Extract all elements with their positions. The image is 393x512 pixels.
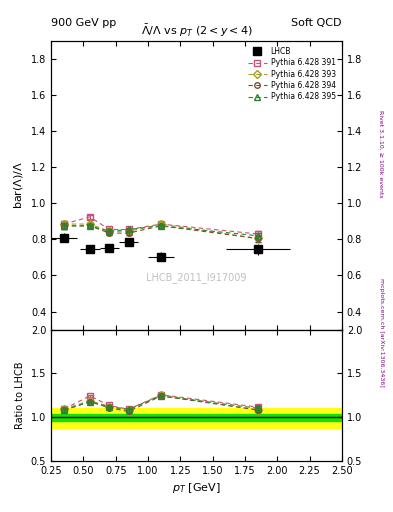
Legend: LHCB, Pythia 6.428 391, Pythia 6.428 393, Pythia 6.428 394, Pythia 6.428 395: LHCB, Pythia 6.428 391, Pythia 6.428 393… [246,45,338,103]
Pythia 6.428 391 [62,221,66,227]
Pythia 6.428 395 [255,233,260,239]
Pythia 6.428 391 [126,226,131,232]
Pythia 6.428 391 [159,221,163,227]
Text: mcplots.cern.ch [arXiv:1306.3436]: mcplots.cern.ch [arXiv:1306.3436] [379,279,384,387]
Pythia 6.428 391 [107,226,112,232]
X-axis label: $p_T$ [GeV]: $p_T$ [GeV] [172,481,221,495]
Title: $\bar{\Lambda}/\Lambda$ vs $p_T$ $(2 < y < 4)$: $\bar{\Lambda}/\Lambda$ vs $p_T$ $(2 < y… [141,23,252,39]
Text: Rivet 3.1.10, ≥ 100k events: Rivet 3.1.10, ≥ 100k events [379,110,384,198]
Pythia 6.428 391 [88,214,92,220]
Pythia 6.428 394 [107,230,112,236]
Pythia 6.428 393 [159,221,163,227]
Line: Pythia 6.428 395: Pythia 6.428 395 [61,223,261,239]
Pythia 6.428 395 [126,226,131,232]
Pythia 6.428 394 [126,230,131,236]
Pythia 6.428 393 [107,228,112,234]
Pythia 6.428 394 [255,236,260,242]
Pythia 6.428 395 [159,223,163,229]
Line: Pythia 6.428 391: Pythia 6.428 391 [61,214,261,237]
Text: LHCB_2011_I917009: LHCB_2011_I917009 [146,272,247,283]
Text: Soft QCD: Soft QCD [292,18,342,28]
Pythia 6.428 393 [62,221,66,227]
Pythia 6.428 395 [62,223,66,229]
Pythia 6.428 391 [255,231,260,237]
Y-axis label: Ratio to LHCB: Ratio to LHCB [15,361,25,429]
Pythia 6.428 394 [62,223,66,229]
Pythia 6.428 393 [126,228,131,234]
Pythia 6.428 395 [107,228,112,234]
Pythia 6.428 393 [88,221,92,227]
Pythia 6.428 395 [88,223,92,229]
Pythia 6.428 393 [255,236,260,242]
Pythia 6.428 394 [88,223,92,229]
Line: Pythia 6.428 394: Pythia 6.428 394 [61,223,261,241]
Text: 900 GeV pp: 900 GeV pp [51,18,116,28]
Pythia 6.428 394 [159,223,163,229]
Y-axis label: bar($\Lambda$)/$\Lambda$: bar($\Lambda$)/$\Lambda$ [12,161,25,209]
Line: Pythia 6.428 393: Pythia 6.428 393 [61,221,261,241]
